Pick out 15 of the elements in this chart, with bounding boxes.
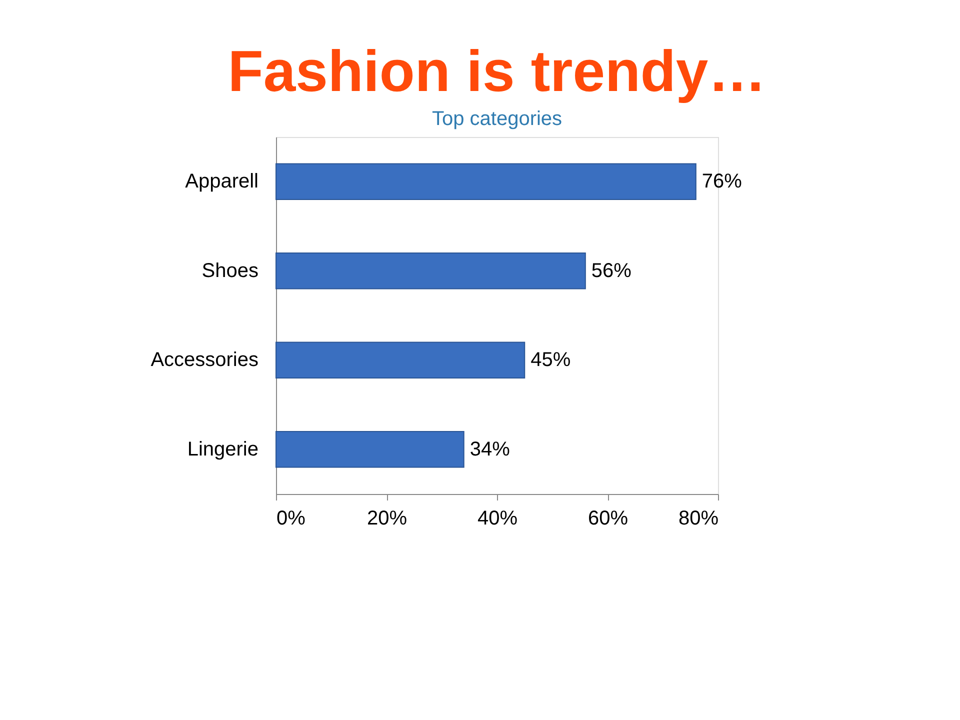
- x-tick-label: 20%: [366, 508, 408, 530]
- data-label: 45%: [530, 349, 571, 372]
- data-label: 56%: [591, 260, 632, 282]
- data-label: 76%: [702, 170, 742, 193]
- data-label: 34%: [470, 438, 510, 460]
- y-tick-label: Accessories: [150, 349, 258, 372]
- x-tick-label: 0%: [276, 508, 306, 530]
- y-tick-label: Apparell: [185, 170, 258, 193]
- x-tick-label: 80%: [678, 508, 719, 530]
- x-tick-label: 40%: [477, 508, 518, 530]
- chart-subtitle: Top categories: [432, 108, 562, 130]
- y-tick-label: Shoes: [202, 260, 258, 282]
- y-tick-label: Lingerie: [187, 438, 258, 460]
- chart-title: Fashion is trendy…: [228, 39, 766, 104]
- x-tick-label: 60%: [588, 508, 628, 530]
